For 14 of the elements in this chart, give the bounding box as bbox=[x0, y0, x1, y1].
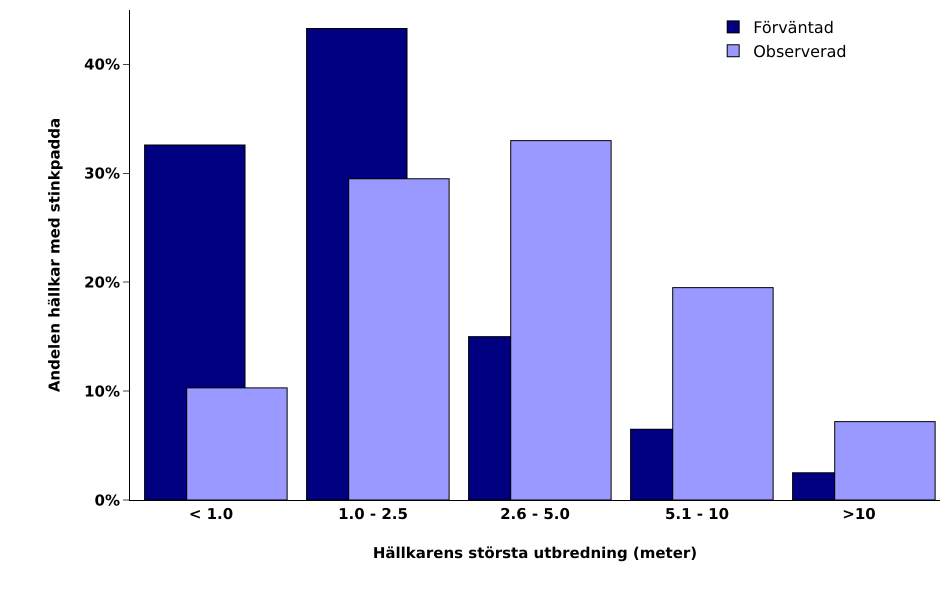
x-tick-label: 5.1 - 10 bbox=[664, 505, 730, 523]
x-tick-label: >10 bbox=[842, 505, 876, 523]
y-tick-label: 0% bbox=[94, 491, 120, 510]
y-tick-label: 20% bbox=[84, 273, 120, 292]
x-tick-label: 2.6 - 5.0 bbox=[500, 505, 570, 523]
y-tick-label: 10% bbox=[84, 382, 120, 400]
legend-label: Observerad bbox=[753, 42, 847, 61]
x-tick-label: < 1.0 bbox=[188, 505, 234, 523]
y-tick-label: 30% bbox=[84, 164, 120, 183]
y-axis-title: Andelen hällkar med stinkpadda bbox=[45, 118, 64, 392]
legend-label: Förväntad bbox=[753, 18, 834, 38]
y-tick-label: 40% bbox=[84, 56, 120, 74]
x-axis-title: Hällkarens största utbredning (meter) bbox=[372, 544, 698, 562]
x-tick-label: 1.0 - 2.5 bbox=[338, 505, 408, 523]
